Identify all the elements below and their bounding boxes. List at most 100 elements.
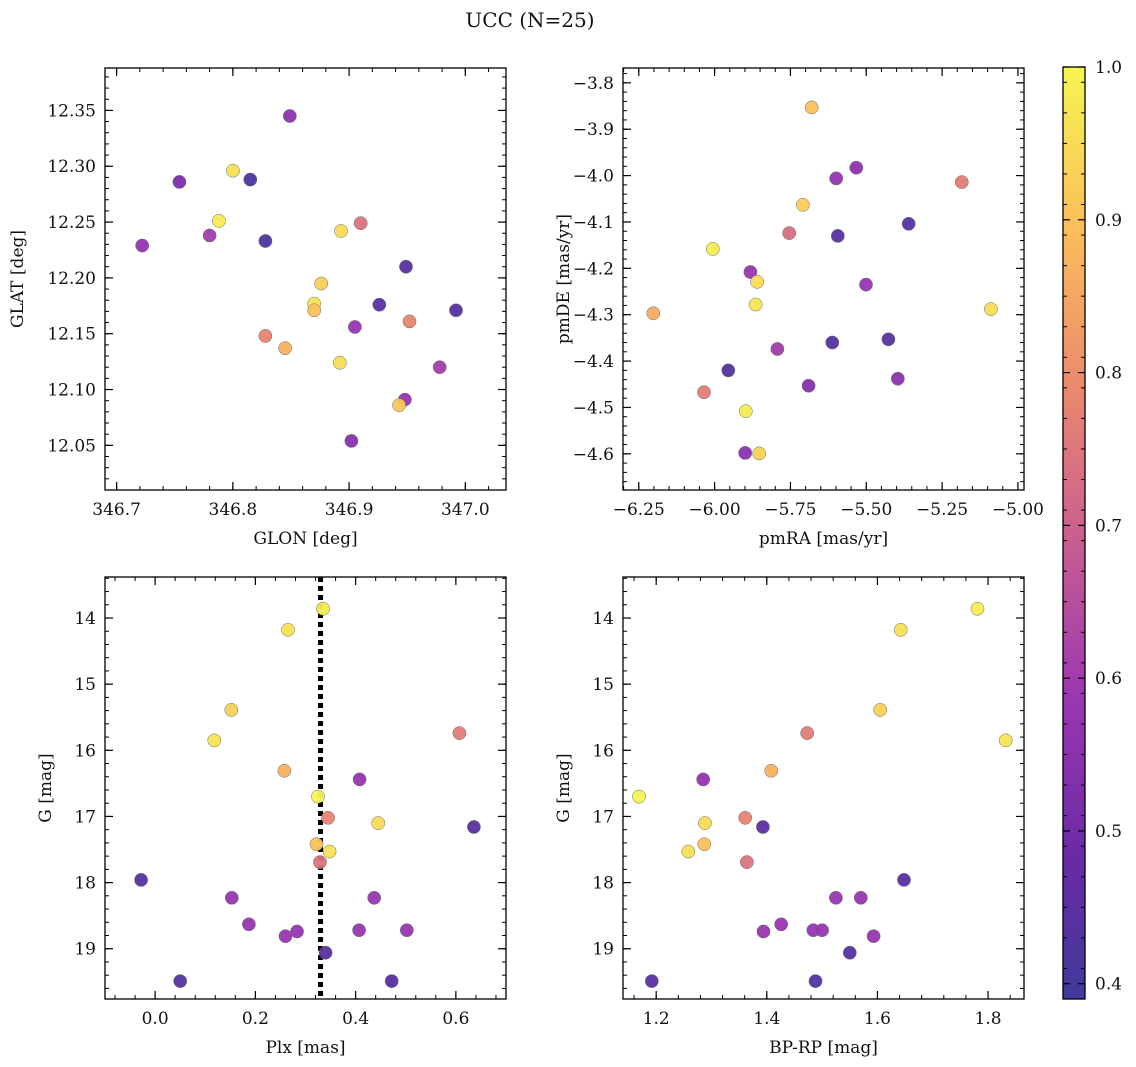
y-tick-label: −4.0: [573, 167, 614, 187]
y-tick-label: −4.4: [573, 352, 614, 372]
scatter-point: [825, 335, 840, 350]
axes-frame: [622, 67, 1025, 491]
scatter-point: [307, 303, 322, 318]
scatter-point: [467, 820, 481, 834]
panel-bprp-g: 1.2 1.4 1.6 1.8 14 15 16 17 18 19 BP-RP [mag] G [ma…: [554, 576, 1025, 1058]
axes-frame: [104, 576, 507, 1000]
x-tick-label: 346.7: [92, 500, 141, 520]
y-tick-label: 15: [592, 675, 614, 695]
scatter-point: [800, 726, 815, 740]
y-axis-label: G [mag]: [36, 753, 56, 822]
axes-frame: [104, 67, 507, 491]
scatter-point: [258, 234, 273, 248]
scatter-point: [632, 789, 646, 804]
x-tick-label: −6.25: [613, 500, 665, 520]
scatter-point: [721, 363, 736, 378]
scatter-point: [756, 924, 771, 939]
scatter-point: [311, 789, 325, 804]
scatter-point: [644, 974, 659, 988]
scatter-point: [392, 398, 406, 413]
y-tick-label: 12.35: [47, 101, 96, 121]
scatter-point: [738, 404, 753, 419]
scatter-point: [881, 332, 896, 347]
x-tick-label: 0.6: [442, 1009, 469, 1029]
y-tick-label: −4.1: [573, 213, 614, 233]
scatter-point: [322, 844, 337, 859]
scatter-point: [399, 259, 413, 274]
y-tick-label: −4.6: [573, 445, 614, 465]
x-tick-label: 346.8: [209, 500, 258, 520]
scatter-point: [243, 172, 258, 187]
y-tick-label: 14: [74, 609, 96, 629]
scatter-point: [697, 837, 712, 852]
scatter-point: [352, 772, 367, 787]
scatter-point: [173, 974, 188, 988]
x-axis-label: BP-RP [mag]: [769, 1038, 878, 1058]
x-tick-label: −5.50: [840, 500, 892, 520]
scatter-point: [866, 929, 881, 944]
scatter-point: [954, 175, 969, 189]
scatter-point: [135, 238, 150, 253]
scatter-point: [738, 810, 753, 825]
y-tick-label: 12.10: [47, 381, 96, 401]
colorbar-tick-label: 1.0: [1095, 58, 1122, 78]
scatter-point: [402, 314, 417, 329]
y-tick-label: 12.25: [47, 213, 96, 233]
x-tick-label: 347.0: [441, 500, 490, 520]
y-tick-label: 12.05: [47, 436, 96, 456]
scatter-point: [681, 844, 696, 859]
y-tick-label: 16: [74, 741, 96, 761]
scatter-point: [172, 175, 187, 189]
scatter-point: [277, 763, 292, 778]
scatter-point: [646, 306, 661, 321]
scatter-point: [705, 242, 720, 256]
scatter-point: [815, 923, 829, 938]
scatter-point: [134, 873, 148, 887]
colorbar-tick-label: 0.4: [1095, 975, 1122, 995]
scatter-point: [281, 623, 295, 637]
colorbar-gradient: [1062, 66, 1086, 1000]
x-tick-label: −5.00: [992, 500, 1044, 520]
y-tick-label: 18: [74, 874, 96, 894]
x-axis-label: pmRA [mas/yr]: [759, 529, 888, 549]
y-tick-label: 17: [74, 807, 96, 827]
panel-plx-g: 0.0 0.2 0.4 0.6 14 15 16 17 18 19 Plx [mas] G [mag]: [36, 576, 507, 1058]
colorbar-tick-label: 0.6: [1095, 669, 1122, 689]
y-tick-label: 15: [74, 675, 96, 695]
scatter-point: [764, 763, 779, 778]
scatter-point: [318, 945, 333, 960]
scatter-point: [332, 355, 347, 370]
y-tick-label: 12.30: [47, 157, 96, 177]
axes-frame: [622, 576, 1025, 1000]
x-tick-label: 1.2: [643, 1009, 670, 1029]
scatter-point: [282, 109, 297, 123]
x-tick-label: 1.4: [753, 1009, 780, 1029]
scatter-point: [371, 816, 386, 830]
scatter-point: [893, 623, 908, 637]
y-tick-label: −3.9: [573, 120, 614, 140]
scatter-point: [801, 378, 816, 393]
scatter-point: [290, 924, 304, 939]
scatter-point: [224, 703, 239, 717]
scatter-point: [782, 226, 797, 240]
scatter-point: [449, 303, 463, 318]
scatter-point: [207, 733, 222, 748]
scatter-point: [212, 214, 226, 228]
scatter-point: [224, 890, 239, 905]
scatter-point: [984, 302, 998, 316]
scatter-point: [998, 733, 1013, 748]
scatter-point: [278, 341, 293, 356]
scatter-point: [202, 228, 217, 243]
scatter-point: [849, 160, 864, 175]
y-axis-label: pmDE [mas/yr]: [554, 214, 574, 344]
scatter-point: [743, 265, 758, 279]
scatter-point: [384, 974, 399, 988]
scatter-point: [901, 216, 916, 231]
scatter-point: [970, 601, 985, 616]
scatter-point: [367, 890, 382, 905]
scatter-point: [278, 929, 293, 944]
y-tick-label: 16: [592, 741, 614, 761]
scatter-point: [242, 917, 256, 932]
colorbar-tick-label: 0.7: [1095, 516, 1122, 536]
